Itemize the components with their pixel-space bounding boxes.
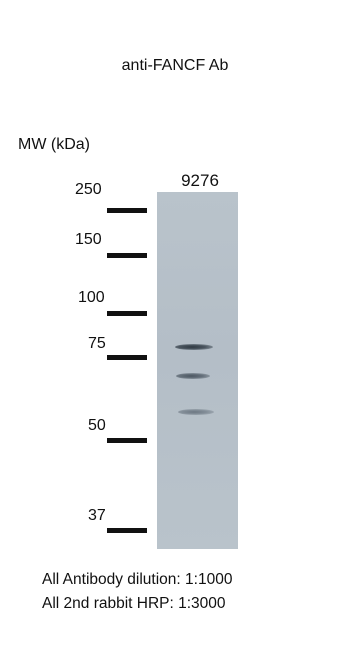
figure-title: anti-FANCF Ab	[121, 57, 229, 74]
marker-tick-250	[107, 208, 147, 213]
marker-tick-50	[107, 438, 147, 443]
marker-label-150: 150	[75, 231, 102, 248]
lane-label: 9276	[181, 171, 219, 190]
marker-label-75: 75	[88, 335, 106, 352]
marker-label-250: 250	[75, 181, 102, 198]
band-upper	[175, 344, 213, 350]
marker-tick-150	[107, 253, 147, 258]
marker-tick-75	[107, 355, 147, 360]
blot-lane	[157, 192, 238, 549]
marker-tick-100	[107, 311, 147, 316]
band-lower	[178, 409, 214, 415]
footnote-antibody-dilution: All Antibody dilution: 1:1000	[42, 571, 233, 588]
band-middle	[176, 373, 210, 379]
marker-label-37: 37	[88, 507, 106, 524]
marker-label-100: 100	[78, 289, 105, 306]
marker-label-50: 50	[88, 417, 106, 434]
marker-tick-37	[107, 528, 147, 533]
footnote-secondary-hrp: All 2nd rabbit HRP: 1:3000	[42, 595, 226, 612]
mw-axis-header: MW (kDa)	[18, 136, 90, 153]
